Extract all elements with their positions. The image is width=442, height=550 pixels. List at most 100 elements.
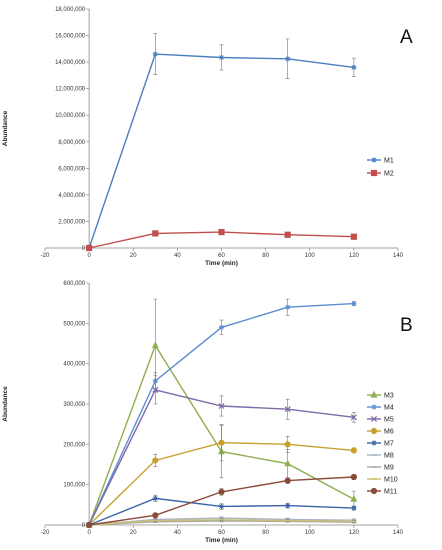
x-tick-label: 0 xyxy=(87,530,91,536)
legend-item-m8: M8 xyxy=(367,453,394,460)
data-point xyxy=(350,233,357,240)
chart-panel-A: 0 2,000,000 4,000,000 6,000,000 8,000,000 10,… xyxy=(2,7,413,267)
legend-marker xyxy=(370,427,378,435)
series-m11 xyxy=(86,473,357,529)
legend-label: M11 xyxy=(384,489,397,496)
y-tick-label: 6,000,000 xyxy=(58,166,85,172)
y-tick-label: 14,000,000 xyxy=(55,60,86,66)
legend-label: M10 xyxy=(384,477,398,484)
x-tick-label: 80 xyxy=(262,530,269,536)
legend-item-m7: M7 xyxy=(367,440,394,448)
legend-label: M4 xyxy=(384,405,394,412)
y-tick-label: 0 xyxy=(82,523,86,529)
data-point xyxy=(151,341,159,349)
legend-marker xyxy=(371,404,377,410)
legend-label: M6 xyxy=(384,429,394,436)
legend-marker xyxy=(370,390,378,398)
legend-item-m4: M4 xyxy=(367,404,394,412)
y-tick-label: 2,000,000 xyxy=(58,219,85,225)
y-tick-label: 300,000 xyxy=(63,402,85,408)
data-point xyxy=(218,54,225,61)
legend-label: M2 xyxy=(384,171,394,178)
x-tick-label: 100 xyxy=(305,253,316,259)
legend-label: M3 xyxy=(384,393,394,400)
x-tick-label: -20 xyxy=(41,530,50,536)
legend-label: M9 xyxy=(384,465,394,472)
data-point xyxy=(350,473,357,481)
data-point xyxy=(350,447,357,454)
data-point xyxy=(351,64,357,71)
data-point xyxy=(218,324,225,330)
data-point xyxy=(285,503,291,509)
y-tick-label: 18,000,000 xyxy=(55,7,86,13)
data-point xyxy=(152,495,158,501)
x-tick-label: 40 xyxy=(174,253,181,259)
legend-label: M5 xyxy=(384,417,394,424)
legend-marker xyxy=(371,440,377,446)
data-point xyxy=(284,406,291,413)
legend-marker xyxy=(370,487,378,495)
legend-marker xyxy=(371,157,377,163)
data-point xyxy=(152,230,159,237)
legend-label: M1 xyxy=(384,158,394,165)
legend-item-m9: M9 xyxy=(367,465,394,472)
legend-item-m5: M5 xyxy=(367,415,394,424)
data-point xyxy=(285,56,291,62)
data-point xyxy=(350,414,357,421)
data-point xyxy=(152,386,159,393)
data-point xyxy=(351,300,357,307)
series-line xyxy=(88,53,354,249)
legend-item-m6: M6 xyxy=(367,427,394,436)
x-tick-label: 140 xyxy=(393,253,404,259)
y-tick-label: 400,000 xyxy=(63,362,85,368)
x-tick-label: 40 xyxy=(174,530,181,536)
legend-label: M8 xyxy=(384,453,394,460)
y-tick-label: 12,000,000 xyxy=(55,87,86,93)
y-tick-label: 8,000,000 xyxy=(58,140,85,146)
y-tick-label: 500,000 xyxy=(63,321,85,327)
series-m5 xyxy=(86,375,357,529)
y-tick-label: 10,000,000 xyxy=(55,113,86,119)
y-tick-label: 0 xyxy=(82,246,86,252)
legend-item-m2: M2 xyxy=(367,169,394,178)
x-tick-label: 20 xyxy=(130,530,137,536)
x-tick-label: 60 xyxy=(218,253,225,259)
panel-label: A xyxy=(400,27,413,48)
x-tick-label: 120 xyxy=(349,253,360,259)
data-point xyxy=(284,441,291,448)
x-tick-label: 120 xyxy=(349,530,360,536)
legend-item-m10: M10 xyxy=(367,477,398,484)
x-tick-label: -20 xyxy=(41,253,50,259)
y-tick-label: 16,000,000 xyxy=(55,34,86,40)
series-m8 xyxy=(86,516,357,526)
y-tick-label: 600,000 xyxy=(63,281,85,287)
data-point xyxy=(152,51,158,57)
legend-marker xyxy=(370,415,378,423)
x-axis-title: Time (min) xyxy=(205,537,238,544)
data-point xyxy=(218,503,225,510)
data-point xyxy=(284,477,291,484)
legend-item-m1: M1 xyxy=(367,157,394,165)
y-axis-title: Abundance xyxy=(2,110,9,146)
data-point xyxy=(285,304,291,310)
data-point xyxy=(284,231,291,238)
data-point xyxy=(152,457,159,464)
data-point xyxy=(152,512,159,519)
panel-label: B xyxy=(400,315,413,336)
legend-marker xyxy=(370,169,378,177)
y-tick-label: 100,000 xyxy=(63,483,85,489)
x-tick-label: 100 xyxy=(305,530,316,536)
x-tick-label: 140 xyxy=(393,530,404,536)
data-point xyxy=(218,402,225,410)
data-point xyxy=(218,228,225,236)
legend-label: M7 xyxy=(384,441,394,448)
data-point xyxy=(86,521,93,529)
data-point xyxy=(218,488,225,496)
x-tick-label: 60 xyxy=(218,530,225,536)
data-point xyxy=(351,505,357,511)
y-axis-title: Abundance xyxy=(2,386,9,422)
data-point xyxy=(350,494,358,502)
y-tick-label: 200,000 xyxy=(63,442,85,448)
x-axis-title: Time (min) xyxy=(205,260,238,267)
chart-panel-B: 0 100,000 200,000 300,000 400,000 500,000 600,… xyxy=(2,281,413,544)
